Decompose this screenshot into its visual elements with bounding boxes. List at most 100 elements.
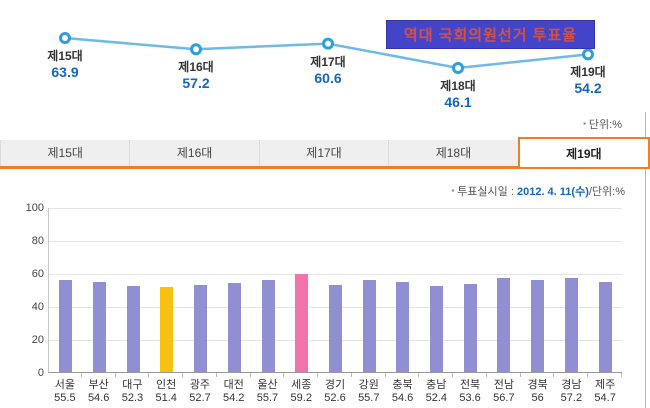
x-axis-label: 경북 56 bbox=[521, 379, 555, 405]
x-axis-label: 전남 56.7 bbox=[487, 379, 521, 405]
bar-대전 bbox=[227, 282, 241, 372]
bar-경남 bbox=[564, 277, 578, 372]
page-title: 역대 국회의원선거 투표율 bbox=[386, 20, 595, 49]
bar-chart-section: ▪ 투표실시일 : 2012. 4. 11(수)/단위:% 서울 55.5 부산 54.… bbox=[0, 169, 650, 408]
line-point-label: 제16대 57.2 bbox=[154, 60, 238, 93]
x-axis-label: 부산 54.6 bbox=[82, 379, 116, 405]
gridline bbox=[49, 208, 622, 209]
region-value: 55.7 bbox=[358, 392, 380, 405]
gridline bbox=[49, 241, 622, 242]
region-value: 52.3 bbox=[121, 392, 144, 405]
tab-제16대[interactable]: 제16대 bbox=[129, 140, 259, 166]
line-point-value: 63.9 bbox=[51, 64, 79, 81]
region-value: 56.7 bbox=[493, 392, 515, 405]
region-value: 55.5 bbox=[54, 392, 76, 405]
line-point-label: 제15대 63.9 bbox=[23, 49, 107, 82]
x-axis-tick bbox=[251, 373, 285, 377]
unit-note-text: 단위:% bbox=[588, 119, 622, 131]
x-axis-tick bbox=[352, 373, 386, 377]
bar-광주 bbox=[194, 285, 208, 372]
x-axis-tick bbox=[82, 373, 116, 377]
bar-제주 bbox=[598, 281, 612, 372]
ticks-row bbox=[48, 373, 623, 377]
bar-slot bbox=[150, 208, 184, 372]
y-axis-label: 40 bbox=[31, 301, 44, 313]
line-marker-제15대 bbox=[59, 32, 71, 44]
bar-울산 bbox=[261, 280, 275, 372]
bar-slot bbox=[386, 208, 420, 372]
x-axis-label: 경남 57.2 bbox=[554, 379, 588, 405]
tab-제17대[interactable]: 제17대 bbox=[258, 140, 389, 166]
bar-slot bbox=[285, 208, 319, 372]
line-point-value: 46.1 bbox=[444, 94, 472, 111]
bar-slot bbox=[453, 208, 487, 372]
tab-제15대[interactable]: 제15대 bbox=[0, 140, 130, 166]
line-point-label: 제19대 54.2 bbox=[546, 65, 630, 98]
region-name: 대구 bbox=[122, 379, 143, 391]
x-axis-label: 서울 55.5 bbox=[48, 379, 82, 405]
vote-date-suffix: /단위:% bbox=[588, 186, 625, 198]
x-axis-label: 충북 54.6 bbox=[386, 379, 420, 405]
region-value: 52.7 bbox=[189, 392, 211, 405]
x-axis-tick bbox=[318, 373, 352, 377]
region-name: 서울 bbox=[54, 379, 75, 391]
vote-date-note: ▪ 투표실시일 : 2012. 4. 11(수)/단위:% bbox=[451, 183, 625, 199]
x-axis-tick bbox=[588, 373, 623, 377]
y-axis-label: 60 bbox=[31, 268, 44, 280]
tab-제19대[interactable]: 제19대 bbox=[517, 137, 650, 169]
line-point-value: 54.2 bbox=[574, 80, 602, 97]
region-value: 54.6 bbox=[391, 392, 414, 405]
vote-date-value: 2012. 4. 11(수) bbox=[516, 186, 589, 198]
line-point-name: 제16대 bbox=[178, 60, 214, 75]
gridline bbox=[49, 274, 622, 275]
region-name: 대전 bbox=[223, 379, 244, 391]
x-axis-label: 강원 55.7 bbox=[352, 379, 386, 405]
x-axis-label: 충남 52.4 bbox=[419, 379, 453, 405]
region-name: 강원 bbox=[358, 379, 379, 391]
bar-slot bbox=[251, 208, 285, 372]
tab-underline bbox=[0, 166, 650, 169]
x-axis-label: 경기 52.6 bbox=[318, 379, 352, 405]
region-value: 54.2 bbox=[223, 392, 245, 405]
region-value: 51.4 bbox=[155, 392, 177, 405]
bar-slot bbox=[49, 208, 83, 372]
x-axis-tick bbox=[116, 373, 150, 377]
line-point-value: 57.2 bbox=[182, 75, 210, 92]
bar-경기 bbox=[328, 285, 342, 372]
region-name: 인천 bbox=[156, 379, 177, 391]
line-chart-svg bbox=[59, 32, 594, 74]
bar-세종 bbox=[295, 274, 309, 372]
bar-slot bbox=[588, 208, 622, 372]
region-name: 충북 bbox=[392, 379, 413, 391]
tab-제18대[interactable]: 제18대 bbox=[388, 140, 518, 166]
line-marker-제16대 bbox=[190, 43, 202, 56]
region-value: 57.2 bbox=[560, 392, 583, 405]
region-name: 세종 bbox=[291, 379, 312, 391]
x-axis-label: 대구 52.3 bbox=[116, 379, 150, 405]
line-point-value: 60.6 bbox=[314, 69, 342, 86]
x-axis-label: 세종 59.2 bbox=[284, 379, 318, 405]
bar-부산 bbox=[93, 281, 107, 372]
line-point-name: 제18대 bbox=[440, 79, 476, 94]
x-axis-tick bbox=[183, 373, 217, 377]
line-point-name: 제19대 bbox=[570, 65, 606, 80]
bar-전남 bbox=[497, 278, 511, 372]
x-axis-tick bbox=[386, 373, 420, 377]
bar-충남 bbox=[430, 285, 444, 372]
bar-slot bbox=[184, 208, 218, 372]
x-axis-tick bbox=[453, 373, 487, 377]
bar-서울 bbox=[59, 280, 73, 372]
bar-slot bbox=[218, 208, 252, 372]
bars-row bbox=[49, 208, 622, 372]
region-value: 52.4 bbox=[425, 392, 448, 405]
x-axis-label: 광주 52.7 bbox=[183, 379, 217, 405]
line-point-label: 제17대 60.6 bbox=[286, 55, 370, 88]
x-axis-tick bbox=[554, 373, 589, 377]
region-value: 54.6 bbox=[87, 392, 110, 405]
x-axis-label: 인천 51.4 bbox=[149, 379, 183, 405]
bar-강원 bbox=[362, 280, 376, 372]
y-axis-label: 100 bbox=[25, 202, 44, 214]
region-value: 56 bbox=[531, 392, 544, 405]
x-axis-tick bbox=[284, 373, 319, 377]
region-value: 53.6 bbox=[459, 392, 481, 405]
